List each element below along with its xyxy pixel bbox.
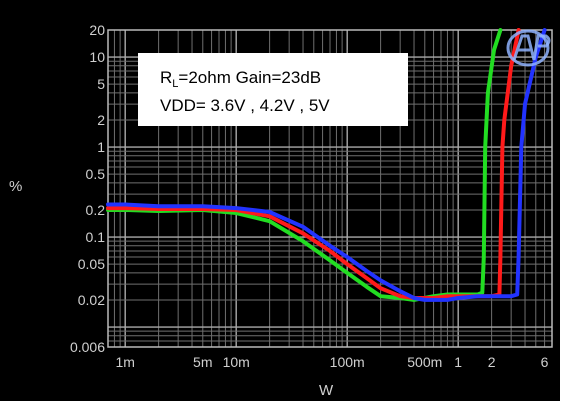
ap-logo-ring — [506, 29, 550, 67]
series-line-2 — [106, 28, 521, 300]
ap-logo-mark — [512, 34, 551, 61]
x-tick-label: 2 — [488, 354, 496, 370]
y-tick-label: 10 — [89, 49, 105, 65]
y-tick-label: 2 — [97, 112, 105, 128]
y-axis-ticks: 20 10 5 2 1 0.5 0.2 0.1 0.05 0.02 0.006 — [70, 22, 105, 355]
x-tick-label: 1m — [115, 354, 134, 370]
annotation-line-2: VDD= 3.6V , 4.2V , 5V — [160, 96, 330, 115]
y-tick-label: 20 — [89, 22, 105, 38]
x-tick-label: 500m — [407, 354, 442, 370]
annotation-r: R — [160, 68, 172, 87]
plot-frame — [107, 29, 553, 348]
y-tick-label: 0.2 — [86, 202, 106, 218]
right-border — [560, 0, 568, 401]
x-axis-ticks: 1m 5m 10m 100m 500m 1 2 6 — [115, 354, 548, 370]
y-tick-label: 0.1 — [86, 229, 106, 245]
annotation-line-1: RL=2ohm Gain=23dB — [160, 68, 321, 90]
y-axis-label: % — [9, 178, 22, 195]
y-tick-label: 0.02 — [78, 292, 105, 308]
y-tick-label: 0.05 — [78, 256, 105, 272]
y-tick-label: 1 — [97, 139, 105, 155]
series-group — [106, 28, 547, 302]
x-tick-label: 1 — [454, 354, 462, 370]
annotation-box: RL=2ohm Gain=23dB VDD= 3.6V , 4.2V , 5V — [138, 53, 408, 126]
annotation-subscript: L — [172, 78, 178, 90]
x-tick-label: 100m — [330, 354, 365, 370]
annotation-background — [138, 53, 408, 126]
y-tick-label: 0.5 — [86, 166, 106, 182]
series-line-3 — [106, 28, 547, 302]
ap-logo — [506, 29, 551, 67]
x-axis-label: W — [319, 382, 334, 399]
x-tick-label: 6 — [541, 354, 549, 370]
y-tick-label: 5 — [97, 76, 105, 92]
y-tick-label: 0.006 — [70, 339, 105, 355]
x-tick-label: 5m — [193, 354, 212, 370]
annotation-rest: =2ohm Gain=23dB — [178, 68, 321, 87]
x-tick-label: 10m — [223, 354, 250, 370]
